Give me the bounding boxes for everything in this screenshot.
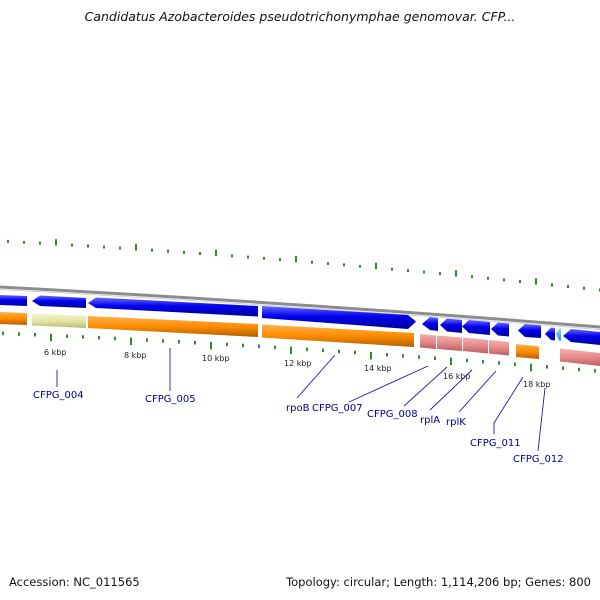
- feature-reverse-1[interactable]: [0, 312, 27, 325]
- scale-label-6kbp: 6 kbp: [44, 348, 66, 357]
- scale-label-16kbp: 16 kbp: [443, 372, 471, 381]
- feature-forward-1[interactable]: [0, 295, 27, 306]
- scale-label-18kbp: 18 kbp: [523, 380, 551, 389]
- leader-cfpg-008: [403, 366, 448, 407]
- feature-forward-2[interactable]: [32, 295, 86, 309]
- forward-strand: [0, 295, 600, 345]
- feature-reverse-5[interactable]: [420, 334, 436, 349]
- gene-label-cfpg-011[interactable]: CFPG_011: [470, 438, 521, 449]
- feature-reverse-3[interactable]: [88, 316, 258, 337]
- scale-label-8kbp: 8 kbp: [124, 351, 146, 360]
- gene-label-cfpg-012[interactable]: CFPG_012: [513, 454, 564, 465]
- feature-reverse-10[interactable]: [560, 348, 600, 367]
- feature-reverse-4[interactable]: [262, 324, 414, 348]
- feature-forward-8[interactable]: [491, 322, 509, 337]
- feature-forward-9[interactable]: [518, 324, 541, 338]
- genome-backbone: [0, 285, 600, 329]
- feature-reverse-9[interactable]: [516, 344, 539, 359]
- feature-forward-5[interactable]: [422, 317, 438, 331]
- accession-text: Accession: NC_011565: [9, 575, 140, 589]
- feature-forward-12[interactable]: [563, 329, 600, 345]
- leader-cfpg-007: [348, 365, 429, 403]
- reverse-strand: [0, 312, 600, 366]
- gene-label-rpob[interactable]: rpoB: [286, 403, 310, 414]
- gene-label-cfpg-005[interactable]: CFPG_005: [145, 394, 196, 405]
- feature-reverse-7[interactable]: [463, 337, 488, 354]
- leader-cfpg-011: [493, 376, 524, 424]
- genome-summary-text: Topology: circular; Length: 1,114,206 bp…: [286, 575, 591, 589]
- leader-cfpg-012: [537, 387, 546, 452]
- gene-label-rpla[interactable]: rplA: [420, 415, 440, 426]
- gene-label-rplk[interactable]: rplK: [446, 417, 466, 428]
- gene-label-cfpg-004[interactable]: CFPG_004: [33, 390, 84, 401]
- feature-forward-4[interactable]: [262, 306, 416, 329]
- feature-reverse-8[interactable]: [489, 340, 509, 356]
- feature-forward-10[interactable]: [545, 327, 555, 341]
- scale-label-10kbp: 10 kbp: [202, 354, 230, 363]
- feature-forward-3[interactable]: [88, 297, 258, 317]
- scale-tick-ring: [2, 331, 596, 373]
- outer-tick-ring: [7, 239, 600, 292]
- feature-reverse-6[interactable]: [437, 335, 462, 352]
- gene-label-cfpg-007[interactable]: CFPG_007: [312, 403, 363, 414]
- leader-rplk: [458, 370, 497, 413]
- feature-forward-11[interactable]: [556, 328, 561, 341]
- genome-backbone-inner: [0, 289, 600, 330]
- leader-rpla: [429, 369, 473, 411]
- label-leaders: [56, 348, 546, 452]
- feature-reverse-2[interactable]: [32, 313, 86, 329]
- feature-forward-6[interactable]: [440, 318, 462, 334]
- scale-labels: 6 kbp 8 kbp 10 kbp 12 kbp 14 kbp 16 kbp …: [44, 348, 551, 389]
- feature-forward-7[interactable]: [462, 320, 490, 335]
- leader-rpob: [296, 354, 336, 399]
- gene-labels: CFPG_004 CFPG_005 rpoB CFPG_007 CFPG_008…: [33, 390, 564, 465]
- gene-label-cfpg-008[interactable]: CFPG_008: [367, 409, 418, 420]
- scale-label-14kbp: 14 kbp: [364, 364, 392, 373]
- map-title: Candidatus Azobacteroides pseudotrichony…: [84, 9, 516, 24]
- scale-label-12kbp: 12 kbp: [284, 359, 312, 368]
